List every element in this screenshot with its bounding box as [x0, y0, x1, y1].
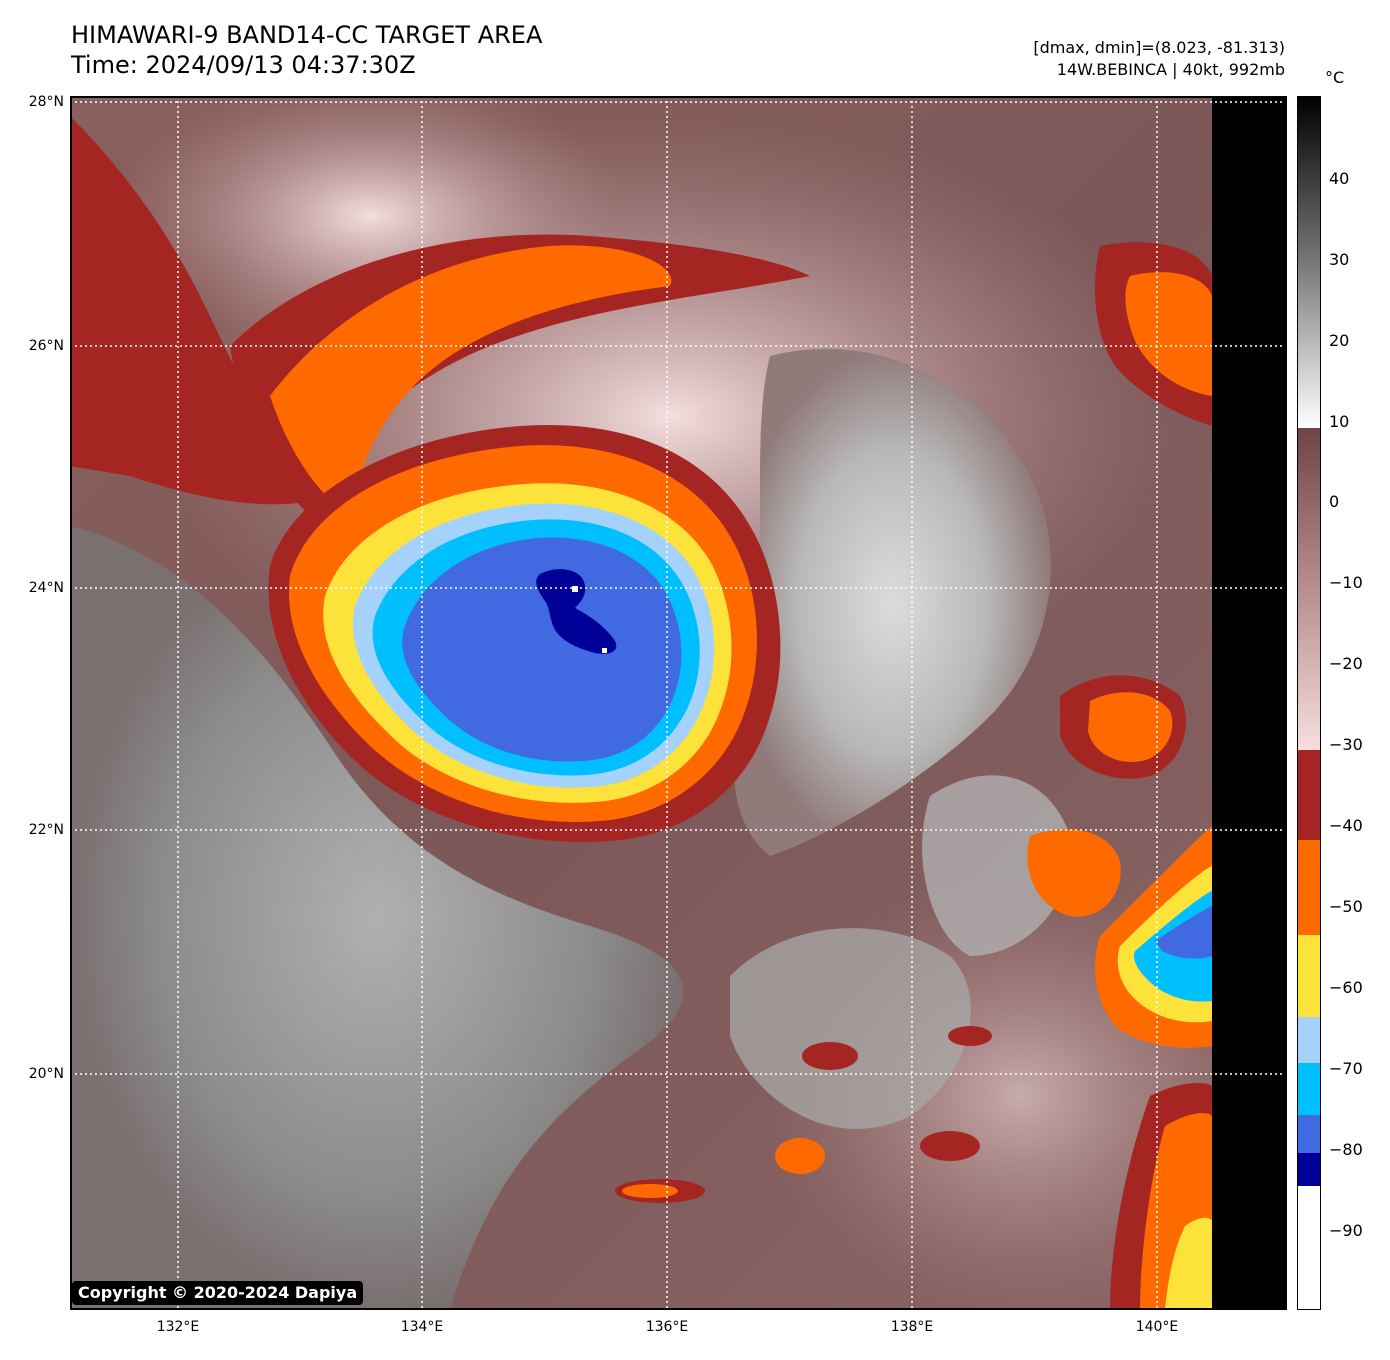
colorbar-segment-blue: [1297, 1115, 1321, 1153]
chart-title: HIMAWARI-9 BAND14-CC TARGET AREA: [71, 21, 543, 49]
convective-cell: [802, 1042, 858, 1070]
colorbar-segment-orange: [1297, 840, 1321, 935]
colorbar-segment-lightblue: [1297, 1017, 1321, 1063]
lon-label-132e: 132°E: [156, 1319, 200, 1335]
colorbar-frame: [1297, 96, 1321, 1310]
colorbar-unit: °C: [1325, 68, 1345, 87]
overshooting-top: [572, 586, 578, 592]
storm-info: 14W.BEBINCA | 40kt, 992mb: [1056, 60, 1285, 79]
colorbar-segment-white: [1297, 1186, 1321, 1310]
clear-sky-region-west: [70, 526, 684, 1310]
copyright-badge: Copyright © 2020-2024 Dapiya: [72, 1281, 364, 1305]
timestamp-title: Time: 2024/09/13 04:37:30Z: [71, 51, 416, 79]
lon-label-134e: 134°E: [400, 1319, 444, 1335]
convection-southeast-corner-yellow: [1165, 1217, 1212, 1310]
colorbar-tick-label: 10: [1329, 412, 1350, 431]
colorbar-tick-label: 20: [1329, 331, 1350, 350]
lon-label-136e: 136°E: [645, 1319, 689, 1335]
colorbar: [1297, 96, 1321, 1310]
convection-east-south-blue: [1155, 906, 1212, 959]
clear-sky-patch-south: [730, 928, 971, 1129]
colorbar-segment-darkred: [1297, 750, 1321, 840]
colorbar-tick-label: 0: [1329, 492, 1340, 511]
colorbar-tick-label: −30: [1329, 735, 1363, 754]
convective-cell: [920, 1131, 980, 1161]
colorbar-tick-label: −10: [1329, 573, 1363, 592]
colorbar-tick-label: −80: [1329, 1140, 1363, 1159]
convection-east-north-orange: [1125, 272, 1212, 396]
cold-cloud-band-northwest: [70, 116, 330, 505]
no-data-strip: [1212, 96, 1287, 1310]
colorbar-tick-label: −70: [1329, 1059, 1363, 1078]
colorbar-segment-gray: [1297, 96, 1321, 428]
spiral-band-orange: [270, 245, 672, 517]
colorbar-tick-label: 30: [1329, 250, 1350, 269]
lat-label-26n: 26°N: [28, 338, 64, 354]
colorbar-segment-navy: [1297, 1153, 1321, 1186]
colorbar-segment-yellow: [1297, 935, 1321, 1017]
map-frame: [70, 96, 1287, 1310]
overshooting-top-secondary: [602, 648, 607, 653]
lon-label-140e: 140°E: [1135, 1319, 1179, 1335]
convection-southeast-orange: [1027, 829, 1121, 917]
colorbar-tick-label: −40: [1329, 816, 1363, 835]
lat-label-22n: 22°N: [28, 822, 64, 838]
colorbar-segment-brown: [1297, 428, 1321, 750]
lat-label-24n: 24°N: [28, 580, 64, 596]
colorbar-tick-label: −20: [1329, 654, 1363, 673]
colorbar-tick-label: −60: [1329, 978, 1363, 997]
lat-label-28n: 28°N: [28, 94, 64, 110]
convection-east-mid-orange: [1088, 692, 1173, 762]
colorbar-tick-label: −50: [1329, 897, 1363, 916]
colorbar-tick-label: −90: [1329, 1221, 1363, 1240]
lon-label-138e: 138°E: [890, 1319, 934, 1335]
clear-sky-patch-southeast: [922, 775, 1072, 956]
convective-cell: [622, 1184, 678, 1198]
cdo-core-royal-blue: [402, 537, 682, 762]
coldest-cloud-tops: [536, 569, 617, 654]
clear-sky-region-east: [733, 348, 1051, 856]
convective-cell: [948, 1026, 992, 1046]
dmax-dmin-readout: [dmax, dmin]=(8.023, -81.313): [1033, 38, 1285, 57]
convective-cell: [775, 1138, 825, 1174]
lat-label-20n: 20°N: [28, 1066, 64, 1082]
satellite-image-panel: [70, 96, 1287, 1310]
colorbar-segment-cyan: [1297, 1063, 1321, 1115]
colorbar-tick-label: 40: [1329, 169, 1350, 188]
graticule: [70, 96, 1287, 1310]
